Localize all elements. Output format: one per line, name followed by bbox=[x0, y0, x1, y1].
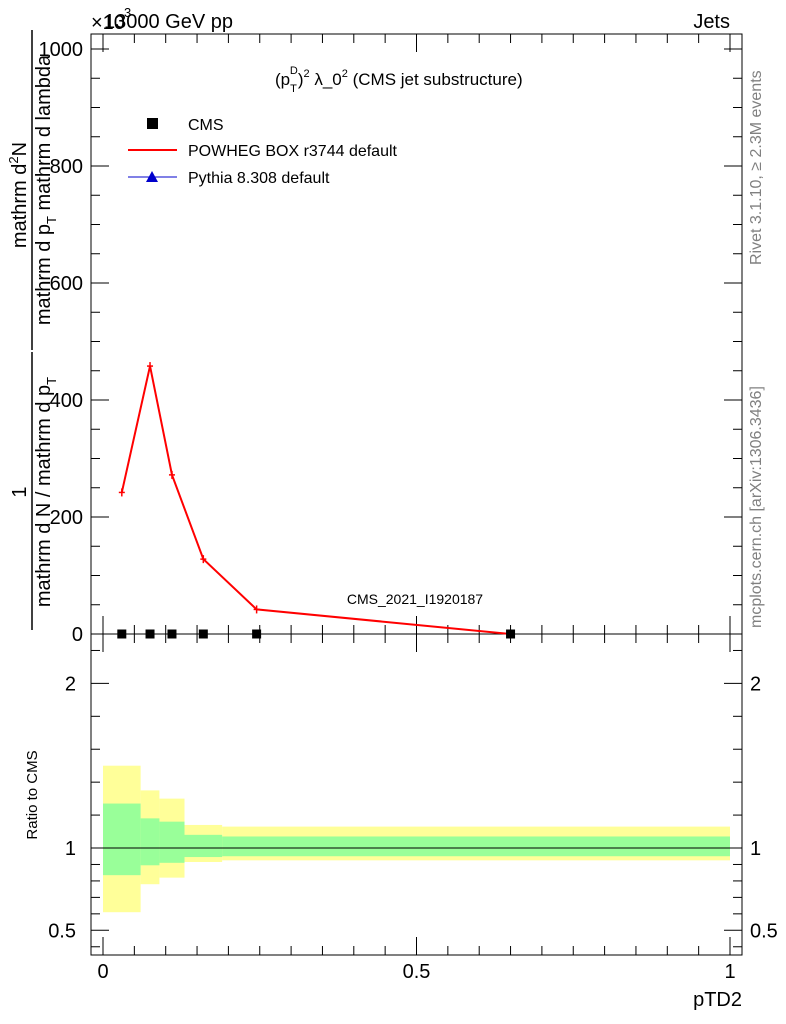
plot-title: (pTD)2 λ_02 (CMS jet substructure) bbox=[275, 65, 523, 95]
svg-text:(pTD)2 λ_02 (CMS jet substruct: (pTD)2 λ_02 (CMS jet substructure) bbox=[275, 65, 523, 95]
ratio-ytick-label-right: 2 bbox=[750, 673, 761, 695]
xtick-label: 0 bbox=[97, 961, 108, 983]
ratio-ytick-label: 1 bbox=[65, 838, 76, 860]
scale-exponent: 3 bbox=[124, 5, 131, 20]
xtick-label: 1 bbox=[724, 961, 735, 983]
main-ticks: 0 200 400 600 800 1000 bbox=[39, 39, 742, 646]
main-ytick-label: 200 bbox=[50, 507, 83, 529]
powheg-line bbox=[120, 365, 511, 635]
scale-factor: ×10 bbox=[91, 12, 125, 34]
main-ytick-label: 600 bbox=[50, 273, 83, 295]
header-category: Jets bbox=[693, 11, 730, 33]
cms-point bbox=[145, 629, 155, 639]
legend-marker-pythia bbox=[146, 171, 158, 182]
analysis-watermark: CMS_2021_I1920187 bbox=[347, 591, 483, 607]
ratio-ytick-label: 2 bbox=[65, 673, 76, 695]
ratio-band-inner-2 bbox=[159, 821, 185, 863]
mcplots-label: mcplots.cern.ch [arXiv:1306.3436] bbox=[748, 386, 765, 628]
ratio-bands bbox=[103, 765, 730, 913]
cms-point bbox=[167, 629, 177, 639]
ratio-ticks: 0.5 0.5 1 1 2 2 bbox=[48, 649, 778, 948]
ratio-band-inner-4 bbox=[222, 836, 730, 857]
legend-label-cms: CMS bbox=[188, 117, 224, 134]
svg-text:mathrm d pT mathrm d lambda: mathrm d pT mathrm d lambda bbox=[33, 54, 59, 325]
ratio-ytick-label-right: 0.5 bbox=[750, 920, 778, 942]
main-y-axis-label: 1 mathrm d N / mathrm d pT mathrm d2N ma… bbox=[6, 30, 59, 630]
header-process: 13000 GeV pp bbox=[104, 11, 233, 33]
svg-text:1: 1 bbox=[9, 486, 31, 497]
rivet-label: Rivet 3.1.10, ≥ 2.3M events bbox=[748, 70, 765, 265]
legend-marker-cms bbox=[147, 118, 158, 129]
main-ytick-label: 0 bbox=[72, 624, 83, 646]
xtick-label: 0.5 bbox=[403, 961, 431, 983]
ratio-band-inner-1 bbox=[140, 818, 160, 866]
ratio-ytick-label-right: 1 bbox=[750, 838, 761, 860]
ratio-y-axis-label: Ratio to CMS bbox=[24, 750, 41, 839]
legend-label-powheg: POWHEG BOX r3744 default bbox=[188, 143, 398, 160]
ratio-band-inner-3 bbox=[184, 834, 223, 858]
x-axis-label: pTD2 bbox=[693, 989, 742, 1011]
svg-text:mathrm d2N: mathrm d2N bbox=[6, 142, 31, 248]
series-layer bbox=[117, 362, 516, 639]
main-ytick-label: 1000 bbox=[39, 39, 84, 61]
cms-point bbox=[506, 629, 516, 639]
main-ytick-label: 800 bbox=[50, 156, 83, 178]
svg-text:mathrm d N / mathrm d pT: mathrm d N / mathrm d pT bbox=[33, 377, 59, 607]
cms-point bbox=[252, 629, 262, 639]
cms-point bbox=[198, 629, 208, 639]
ratio-ytick-label: 0.5 bbox=[48, 920, 76, 942]
ratio-band-inner-0 bbox=[103, 803, 141, 876]
cms-point bbox=[117, 629, 127, 639]
main-ytick-label: 400 bbox=[50, 390, 83, 412]
ratio-plot-frame bbox=[90, 633, 743, 956]
legend-label-pythia: Pythia 8.308 default bbox=[188, 170, 330, 187]
legend: CMS POWHEG BOX r3744 default Pythia 8.30… bbox=[128, 117, 398, 187]
